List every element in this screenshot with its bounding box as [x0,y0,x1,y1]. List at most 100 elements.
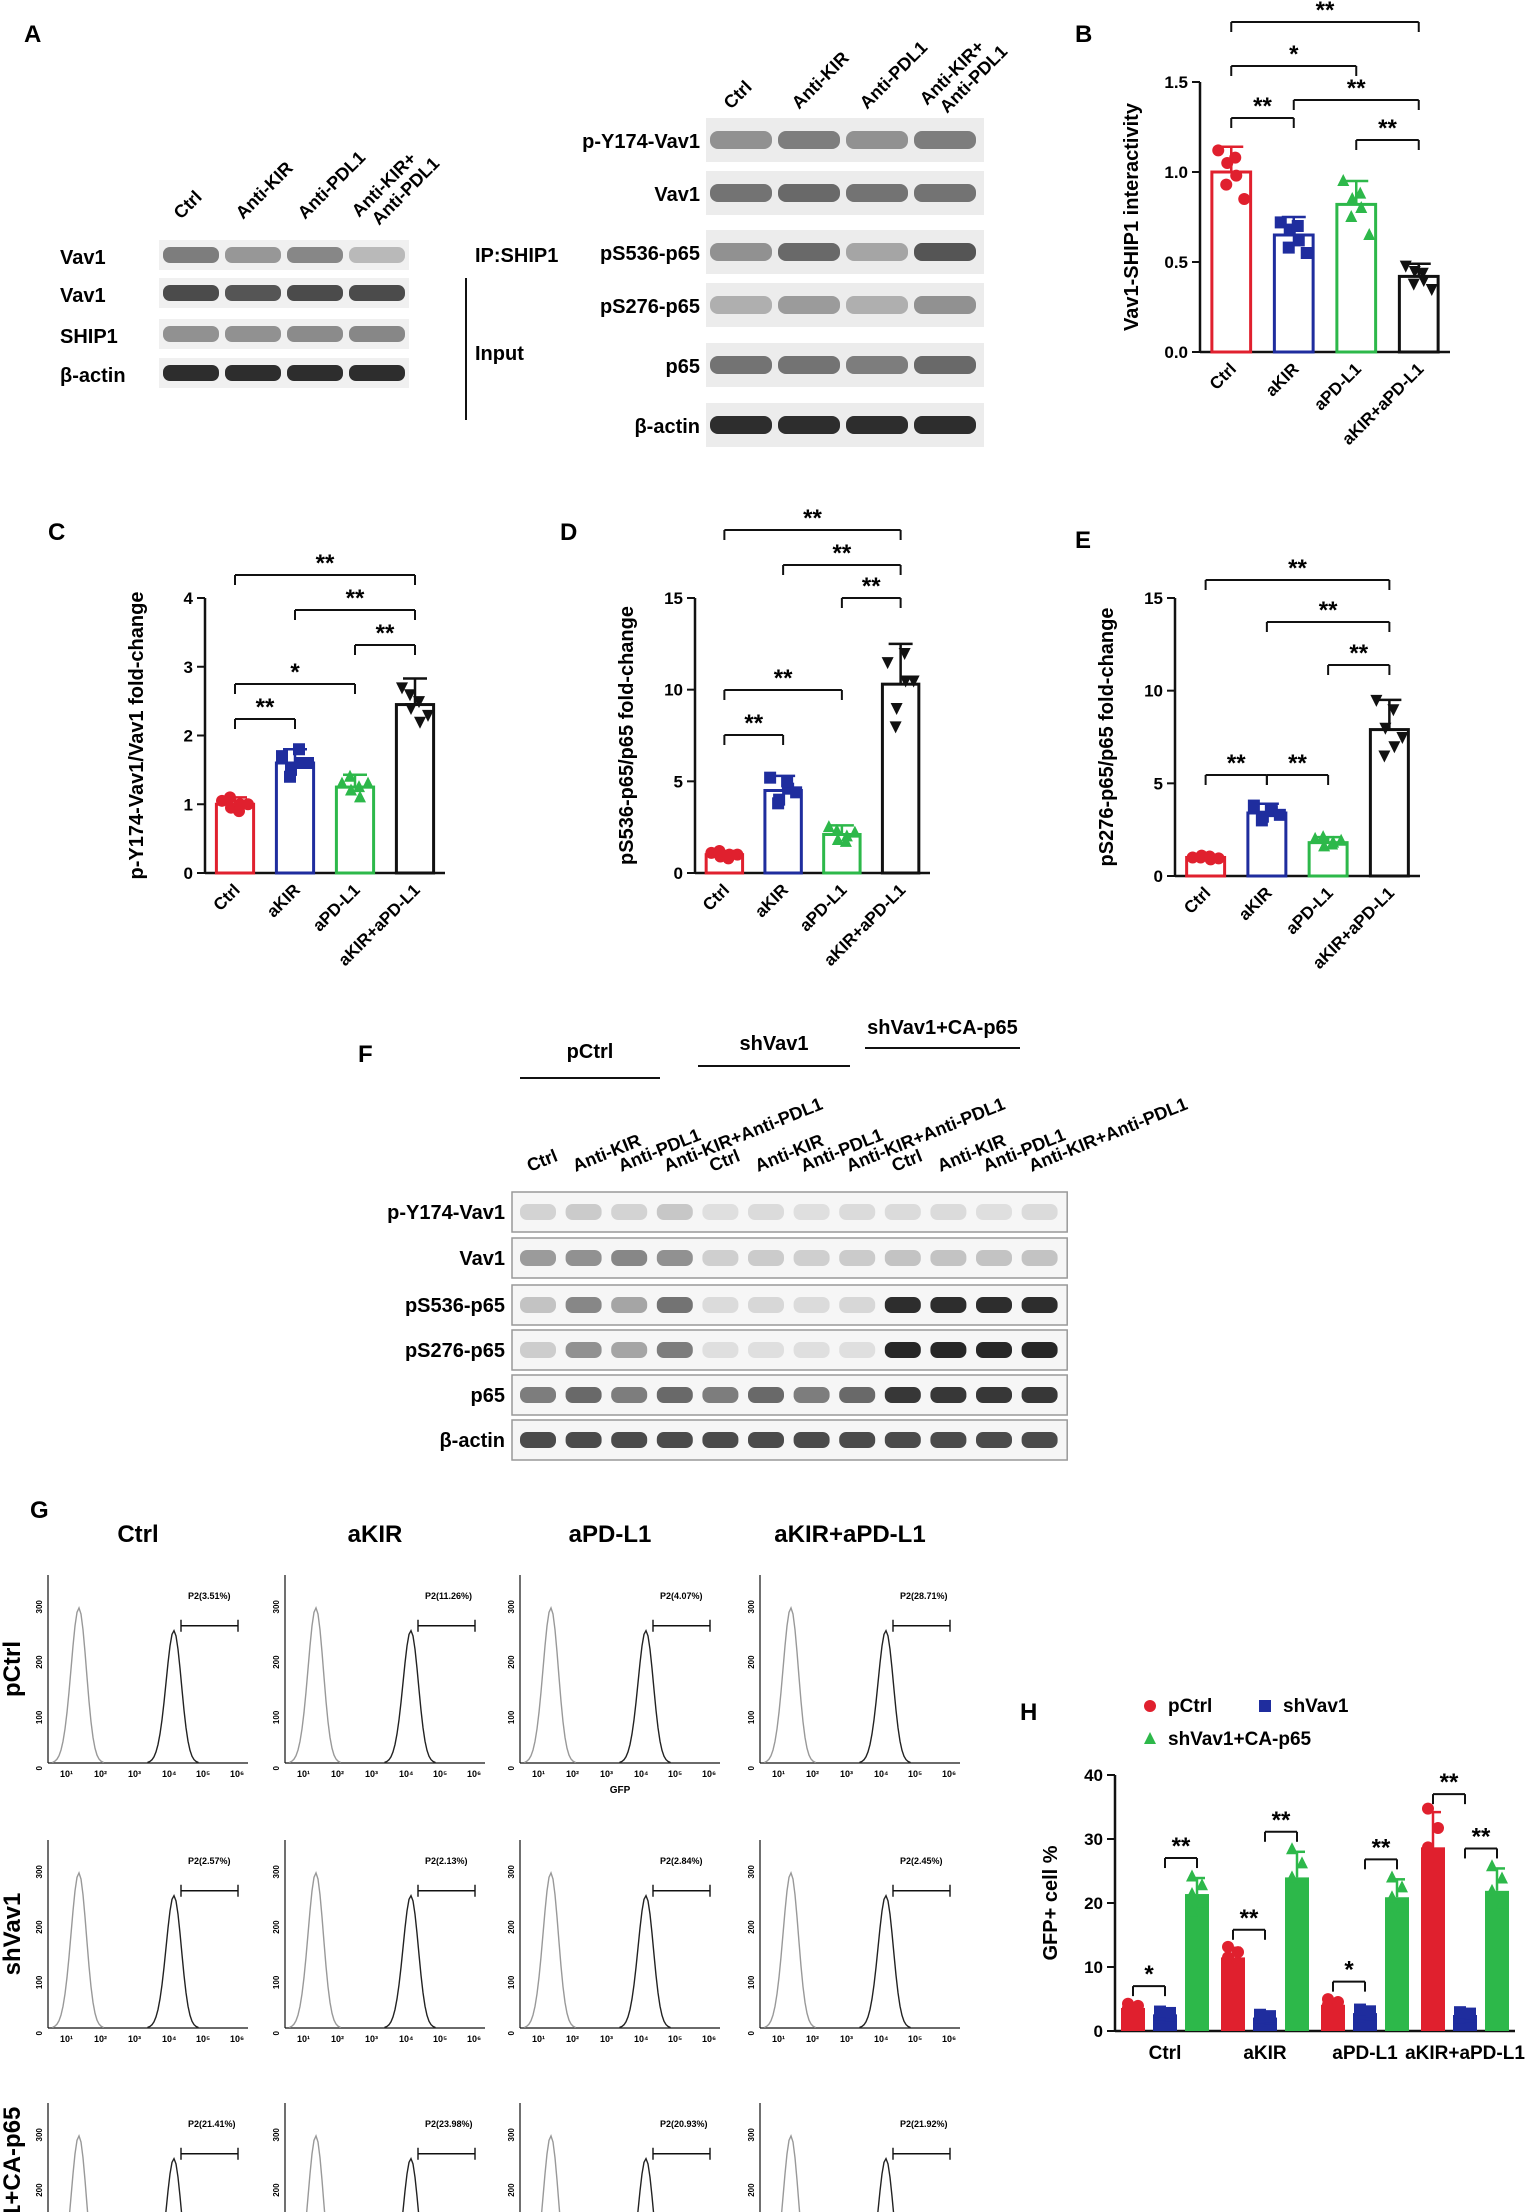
flow-histogram [764,1871,816,2028]
chart-c-point [224,791,236,804]
chart-b-y-tick-label: 0.5 [1164,253,1188,272]
chart-h-legend-label: shVav1+CA-p65 [1168,1729,1312,1750]
blot-band [287,365,343,381]
blot-band [565,1297,602,1313]
chart-c-point [233,805,245,818]
chart-h-bar [1421,1847,1445,2031]
chart-d-point [890,703,903,715]
blot-band [778,296,840,314]
chart-c-point [302,757,314,769]
flow-x-tick-label: 10² [94,2034,107,2044]
flow-x-tick-label: 10⁶ [230,1769,244,1779]
panel-label-d: D [560,519,577,546]
chart-d-point [839,834,852,847]
flow-histogram [52,1606,104,1763]
flow-gate-label: P2(2.57%) [188,1856,231,1866]
flow-histogram [384,1628,436,1763]
flow-y-tick-label: 0 [507,2030,516,2035]
flow-y-tick-label: 100 [747,1975,756,1989]
flow-x-tick-label: 10² [806,2034,819,2044]
blot-band [839,1387,876,1403]
blot-band [914,356,976,374]
blot-band [565,1342,602,1358]
chart-h-legend-label: shVav1 [1283,1696,1349,1717]
blot-band [930,1204,967,1220]
blot-band [287,285,343,301]
blot-strip [511,1419,1068,1461]
chart-h-x-tick-label: aPD-L1 [1332,2043,1398,2064]
chart-d-sig-label: ** [774,665,793,692]
chart-d-point [848,825,861,838]
flow-y-tick-label: 200 [507,1920,516,1934]
blot-band [846,184,908,202]
chart-h-sig-label: * [1344,1957,1354,1984]
blot-band [565,1387,602,1403]
chart-b-sig-label: ** [1347,75,1366,102]
chart-b-point [1407,278,1420,291]
blotF-row-label: p-Y174-Vav1 [387,1202,505,1224]
chart-h-point [1432,1821,1444,1834]
blot-band [778,243,840,261]
blot-band [976,1297,1012,1313]
chart-h-point [1464,2007,1476,2020]
chart-h-point [1332,1995,1344,2008]
flow-x-tick-label: 10⁶ [467,1769,481,1779]
chart-c-y-label: p-Y174-Vav1/Vav1 fold-change [126,592,148,880]
flow-y-tick-label: 0 [272,1765,281,1770]
blot-band [287,247,343,263]
blot-strip [511,1374,1068,1416]
blot-band [930,1432,967,1448]
chart-b-point [1416,267,1429,280]
chart-h-y-tick-label: 0 [1094,2022,1103,2041]
blotF-row-label: Vav1 [459,1248,505,1270]
blot-strip [511,1284,1068,1326]
blot-band [884,1250,921,1266]
blot-band [710,416,772,434]
blot-band [976,1250,1012,1266]
chart-e-point [1194,851,1207,864]
flow-histogram [859,1628,911,1763]
blot-band [702,1342,739,1358]
blot-band [748,1204,784,1220]
flow-x-tick-label: 10² [331,1769,344,1779]
chart-d-y-tick-label: 5 [674,772,683,791]
chart-h-bar [1485,1890,1509,2031]
chart-h-y-tick-label: 10 [1084,1958,1103,1977]
chart-d-point [781,775,794,788]
chart-b-x-tick-label: aPD-L1 [1310,359,1365,414]
flow-x-tick-label: 10¹ [297,1769,310,1779]
panel-label-f: F [358,1041,373,1068]
blot-band [884,1297,921,1313]
chart-h-sig-label: ** [1272,1807,1291,1834]
flow-x-tick-label: 10⁴ [874,1769,888,1779]
chart-h-point [1486,1908,1498,1921]
chart-d-point [830,823,843,836]
chart-h-y-label: GFP+ cell % [1040,1845,1062,1960]
chart-d-point [898,648,911,660]
flow-histogram [402,2156,420,2212]
flow-gate-label: P2(2.84%) [660,1856,703,1866]
blot-band [702,1204,739,1220]
blot-band [884,1387,921,1403]
chart-d-sig-label: ** [862,573,881,600]
chart-h-sig-label: ** [1472,1823,1491,1850]
flow-x-tick-label: 10⁴ [162,1769,176,1779]
blot-band [225,247,281,263]
chart-b-bar [1335,202,1378,354]
chart-e-point [1335,833,1348,846]
chart-h-point [1132,1999,1144,2012]
flow-x-tick-label: 10¹ [532,2034,545,2044]
flow-histogram [147,1893,199,2028]
chart-h-point [1222,1940,1234,1953]
chart-d-y-tick-label: 0 [674,864,683,883]
blotA1-ip-label: IP:SHIP1 [475,245,558,267]
chart-e-y-tick-label: 10 [1144,682,1163,701]
flow-histogram [305,2134,326,2212]
chart-e-point [1378,750,1391,763]
blotF-row-label: p65 [471,1385,505,1407]
chart-c-point [344,769,356,782]
blot-band [748,1432,784,1448]
blotF-lane-label: Ctrl [524,1146,560,1176]
chart-h-point [1286,1842,1298,1855]
